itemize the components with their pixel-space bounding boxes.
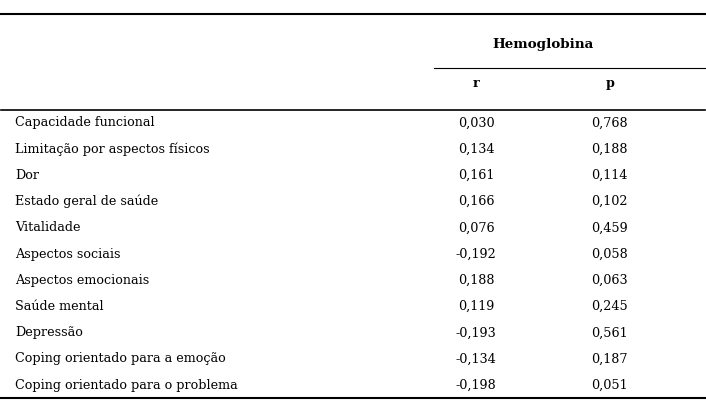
Text: 0,768: 0,768	[592, 117, 628, 129]
Text: 0,187: 0,187	[592, 353, 628, 365]
Text: Vitalidade: Vitalidade	[16, 221, 81, 234]
Text: -0,193: -0,193	[455, 326, 496, 339]
Text: Aspectos sociais: Aspectos sociais	[16, 248, 121, 260]
Text: Depressão: Depressão	[16, 326, 83, 339]
Text: Aspectos emocionais: Aspectos emocionais	[16, 274, 150, 287]
Text: r: r	[473, 77, 479, 90]
Text: 0,459: 0,459	[592, 221, 628, 234]
Text: 0,076: 0,076	[457, 221, 494, 234]
Text: Estado geral de saúde: Estado geral de saúde	[16, 195, 159, 208]
Text: 0,561: 0,561	[592, 326, 628, 339]
Text: -0,192: -0,192	[455, 248, 496, 260]
Text: 0,114: 0,114	[592, 169, 628, 182]
Text: 0,063: 0,063	[592, 274, 628, 287]
Text: 0,058: 0,058	[592, 248, 628, 260]
Text: Saúde mental: Saúde mental	[16, 300, 104, 313]
Text: Hemoglobina: Hemoglobina	[492, 38, 594, 51]
Text: 0,245: 0,245	[592, 300, 628, 313]
Text: 0,161: 0,161	[458, 169, 494, 182]
Text: -0,198: -0,198	[455, 379, 496, 392]
Text: 0,119: 0,119	[458, 300, 494, 313]
Text: Coping orientado para o problema: Coping orientado para o problema	[16, 379, 238, 392]
Text: Limitação por aspectos físicos: Limitação por aspectos físicos	[16, 143, 210, 156]
Text: p: p	[605, 77, 614, 90]
Text: Capacidade funcional: Capacidade funcional	[16, 117, 155, 129]
Text: 0,051: 0,051	[592, 379, 628, 392]
Text: Coping orientado para a emoção: Coping orientado para a emoção	[16, 353, 226, 365]
Text: Dor: Dor	[16, 169, 40, 182]
Text: 0,134: 0,134	[457, 143, 494, 156]
Text: -0,134: -0,134	[455, 353, 496, 365]
Text: 0,030: 0,030	[457, 117, 494, 129]
Text: 0,102: 0,102	[592, 195, 628, 208]
Text: 0,188: 0,188	[457, 274, 494, 287]
Text: 0,166: 0,166	[457, 195, 494, 208]
Text: 0,188: 0,188	[592, 143, 628, 156]
